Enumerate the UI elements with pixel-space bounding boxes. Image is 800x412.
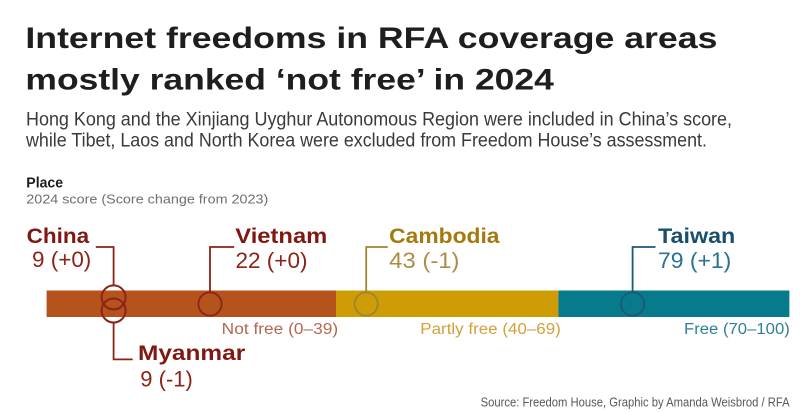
svg-text:Cambodia: Cambodia: [389, 225, 500, 248]
svg-text:43 (-1): 43 (-1): [389, 248, 459, 273]
svg-text:Myanmar: Myanmar: [138, 342, 245, 365]
svg-text:Taiwan: Taiwan: [658, 225, 735, 248]
svg-text:Free (70–100): Free (70–100): [684, 321, 790, 338]
svg-text:79 (+1): 79 (+1): [658, 248, 731, 273]
svg-text:while Tibet, Laos and North Ko: while Tibet, Laos and North Korea were e…: [25, 129, 707, 151]
svg-text:2024 score (Score change from: 2024 score (Score change from 2023): [26, 192, 268, 207]
svg-text:Internet freedoms in RFA cover: Internet freedoms in RFA coverage areas: [25, 22, 717, 55]
svg-text:22 (+0): 22 (+0): [236, 248, 308, 273]
svg-text:mostly ranked ‘not free’ in 20: mostly ranked ‘not free’ in 2024: [25, 63, 554, 96]
svg-text:Not free (0–39): Not free (0–39): [222, 321, 339, 338]
svg-text:Vietnam: Vietnam: [235, 225, 327, 248]
svg-text:Place: Place: [26, 174, 63, 191]
svg-text:China: China: [27, 225, 90, 248]
svg-text:Source: Freedom House, Graphic: Source: Freedom House, Graphic by Amanda…: [481, 394, 790, 409]
svg-text:Hong Kong and the Xinjiang Uyg: Hong Kong and the Xinjiang Uyghur Autono…: [26, 109, 732, 131]
svg-text:9 (+0): 9 (+0): [32, 247, 91, 272]
svg-text:Partly free (40–69): Partly free (40–69): [420, 321, 561, 338]
svg-text:9 (-1): 9 (-1): [140, 366, 193, 391]
